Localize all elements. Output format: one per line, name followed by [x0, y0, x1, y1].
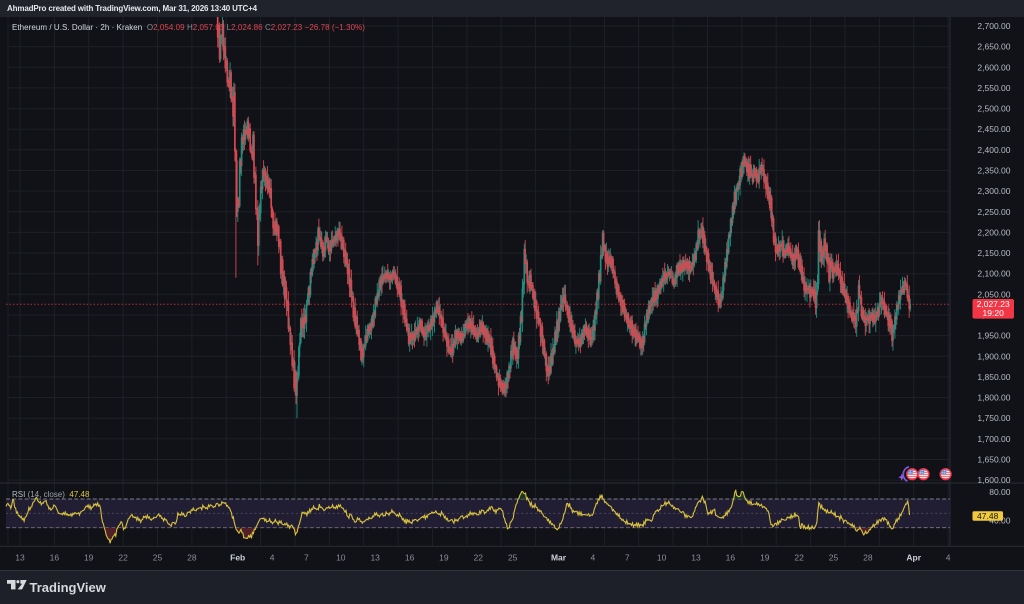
svg-text:1,600.00: 1,600.00: [977, 475, 1010, 485]
svg-text:4: 4: [270, 553, 275, 563]
svg-text:47.48: 47.48: [977, 511, 999, 521]
svg-text:2,200.00: 2,200.00: [977, 227, 1010, 237]
svg-text:19: 19: [760, 553, 770, 563]
svg-text:2,550.00: 2,550.00: [977, 83, 1010, 93]
svg-text:1,900.00: 1,900.00: [977, 351, 1010, 361]
svg-text:1,700.00: 1,700.00: [977, 434, 1010, 444]
svg-text:28: 28: [187, 553, 197, 563]
svg-text:Feb: Feb: [230, 553, 245, 563]
svg-text:2,450.00: 2,450.00: [977, 124, 1010, 134]
svg-text:2,700.00: 2,700.00: [977, 21, 1010, 31]
svg-text:1,950.00: 1,950.00: [977, 331, 1010, 341]
svg-text:2,100.00: 2,100.00: [977, 269, 1010, 279]
svg-text:2,650.00: 2,650.00: [977, 42, 1010, 52]
svg-text:13: 13: [691, 553, 701, 563]
svg-text:19: 19: [439, 553, 449, 563]
svg-text:16: 16: [726, 553, 736, 563]
svg-text:1,800.00: 1,800.00: [977, 393, 1010, 403]
svg-text:25: 25: [153, 553, 163, 563]
svg-text:28: 28: [863, 553, 873, 563]
svg-text:25: 25: [508, 553, 518, 563]
svg-text:Apr: Apr: [906, 553, 921, 563]
svg-text:2,500.00: 2,500.00: [977, 104, 1010, 114]
svg-text:13: 13: [15, 553, 25, 563]
svg-text:2,600.00: 2,600.00: [977, 62, 1010, 72]
svg-text:1,850.00: 1,850.00: [977, 372, 1010, 382]
svg-text:2,150.00: 2,150.00: [977, 248, 1010, 258]
svg-text:1,750.00: 1,750.00: [977, 413, 1010, 423]
svg-text:16: 16: [405, 553, 415, 563]
svg-text:19:20: 19:20: [983, 308, 1005, 318]
svg-text:2,050.00: 2,050.00: [977, 289, 1010, 299]
svg-text:4: 4: [946, 553, 951, 563]
svg-text:2,250.00: 2,250.00: [977, 207, 1010, 217]
svg-text:22: 22: [474, 553, 484, 563]
svg-text:22: 22: [794, 553, 804, 563]
svg-text:10: 10: [657, 553, 667, 563]
svg-text:7: 7: [304, 553, 309, 563]
svg-text:25: 25: [829, 553, 839, 563]
svg-text:13: 13: [370, 553, 380, 563]
svg-text:1,650.00: 1,650.00: [977, 455, 1010, 465]
svg-text:2,027.23: 2,027.23: [977, 299, 1010, 309]
svg-text:10: 10: [336, 553, 346, 563]
svg-text:16: 16: [50, 553, 60, 563]
svg-text:Mar: Mar: [551, 553, 567, 563]
svg-text:7: 7: [625, 553, 630, 563]
svg-text:4: 4: [591, 553, 596, 563]
svg-text:80.00: 80.00: [989, 487, 1011, 497]
svg-text:2,400.00: 2,400.00: [977, 145, 1010, 155]
svg-text:2,350.00: 2,350.00: [977, 166, 1010, 176]
svg-text:19: 19: [84, 553, 94, 563]
svg-text:2,300.00: 2,300.00: [977, 186, 1010, 196]
svg-text:22: 22: [118, 553, 128, 563]
